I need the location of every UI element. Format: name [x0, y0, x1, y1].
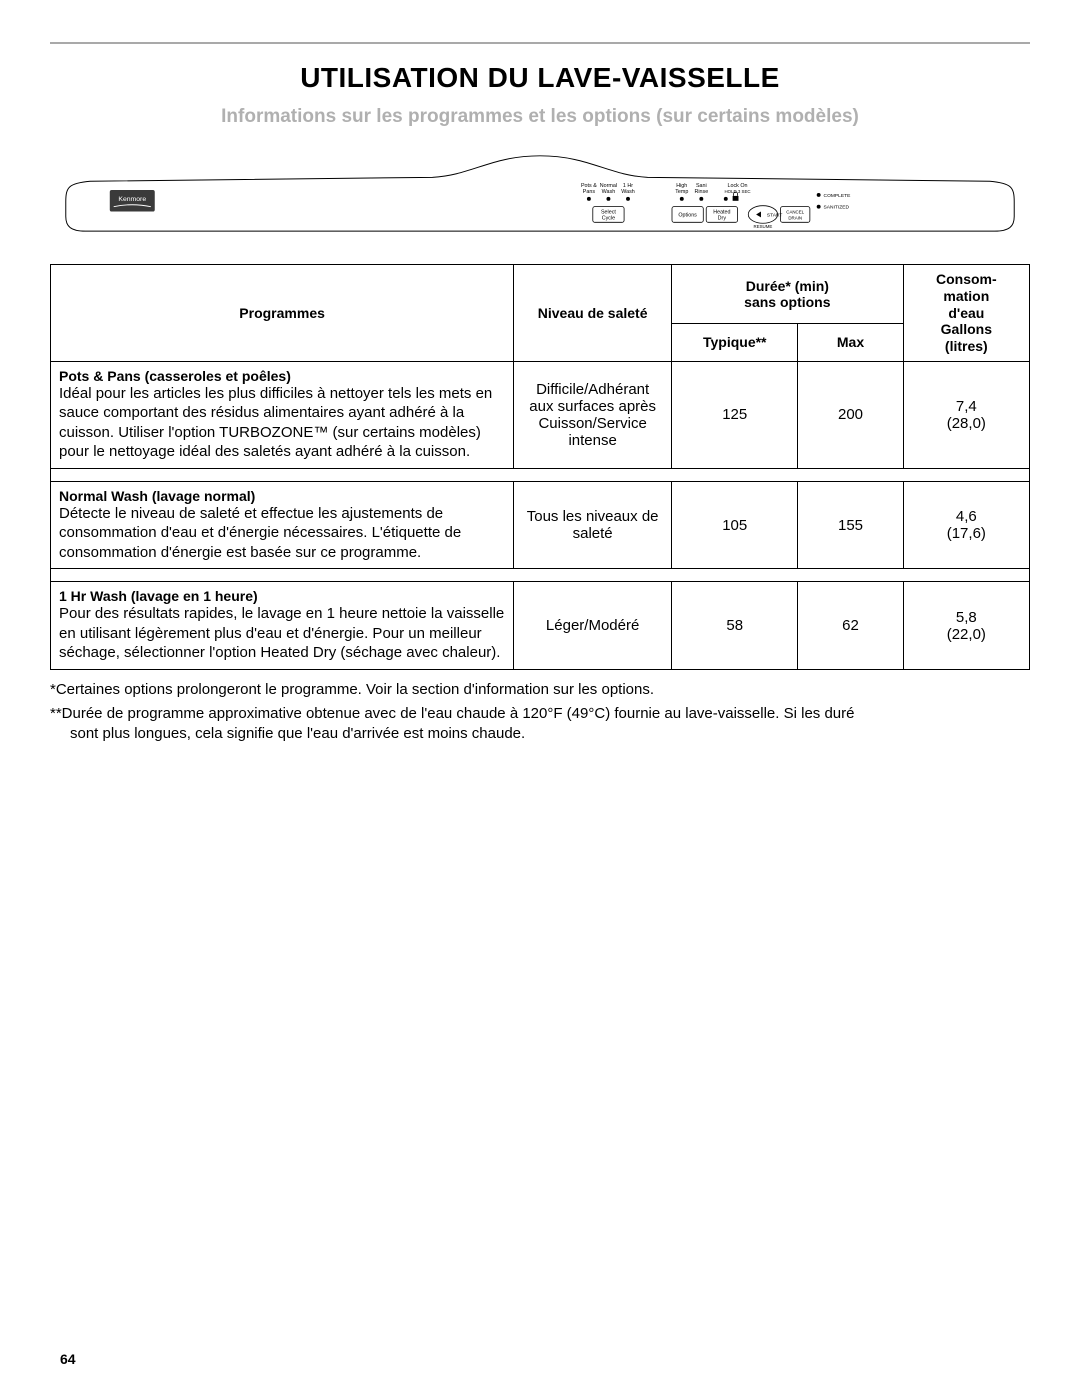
duration-typical: 58	[672, 582, 798, 670]
duration-typical: 105	[672, 481, 798, 569]
program-description: Détecte le niveau de saleté et effectue …	[59, 504, 505, 563]
program-description: Pour des résultats rapides, le lavage en…	[59, 604, 505, 663]
svg-text:START: START	[767, 212, 783, 218]
water-consumption: 4,6 (17,6)	[903, 481, 1029, 569]
svg-text:Wash: Wash	[621, 189, 635, 195]
th-max: Max	[798, 323, 903, 361]
program-name: Pots & Pans (casseroles et poêles)	[59, 368, 505, 384]
program-name: Normal Wash (lavage normal)	[59, 488, 505, 504]
th-consom: Consom- mation d'eau Gallons (litres)	[903, 265, 1029, 362]
program-description: Idéal pour les articles les plus diffici…	[59, 384, 505, 462]
svg-text:SANITIZED: SANITIZED	[824, 205, 850, 211]
page-subtitle: Informations sur les programmes et les o…	[50, 106, 1030, 128]
th-niveau: Niveau de saleté	[514, 265, 672, 362]
brand-label: Kenmore	[118, 196, 146, 203]
duration-max: 200	[798, 361, 903, 468]
footnote-2: **Durée de programme approximative obten…	[50, 704, 1030, 745]
soil-level: Léger/Modéré	[514, 582, 672, 670]
svg-text:COMPLETE: COMPLETE	[824, 193, 852, 199]
water-consumption: 5,8 (22,0)	[903, 582, 1029, 670]
water-consumption: 7,4 (28,0)	[903, 361, 1029, 468]
th-typique: Typique**	[672, 323, 798, 361]
svg-text:DRAIN: DRAIN	[788, 215, 802, 220]
svg-text:RESUME: RESUME	[754, 224, 773, 229]
footnote-1: *Certaines options prolongeront le progr…	[50, 680, 1030, 700]
svg-text:Temp: Temp	[675, 189, 688, 195]
table-row: Normal Wash (lavage normal)Détecte le ni…	[51, 481, 1030, 569]
svg-text:Rinse: Rinse	[694, 189, 708, 195]
duration-max: 155	[798, 481, 903, 569]
page-title: UTILISATION DU LAVE-VAISSELLE	[50, 62, 1030, 94]
svg-text:Pans: Pans	[583, 189, 596, 195]
duration-typical: 125	[672, 361, 798, 468]
page-number: 64	[60, 1351, 76, 1367]
soil-level: Tous les niveaux de saleté	[514, 481, 672, 569]
table-row: 1 Hr Wash (lavage en 1 heure)Pour des ré…	[51, 582, 1030, 670]
soil-level: Difficile/Adhérant aux surfaces après Cu…	[514, 361, 672, 468]
svg-text:Wash: Wash	[602, 189, 616, 195]
svg-text:Options: Options	[678, 212, 697, 218]
svg-text:Dry: Dry	[718, 215, 727, 221]
th-duree: Durée* (min) sans options	[672, 265, 904, 324]
svg-text:CANCEL: CANCEL	[786, 210, 804, 215]
program-name: 1 Hr Wash (lavage en 1 heure)	[59, 588, 505, 604]
th-programmes: Programmes	[51, 265, 514, 362]
table-row: Pots & Pans (casseroles et poêles)Idéal …	[51, 361, 1030, 468]
cycles-table: Programmes Niveau de saleté Durée* (min)…	[50, 264, 1030, 670]
duration-max: 62	[798, 582, 903, 670]
svg-text:Cycle: Cycle	[602, 215, 615, 221]
control-panel-illustration: Kenmore Pots & Normal 1 Hr Pans Wash Was…	[50, 148, 1030, 236]
